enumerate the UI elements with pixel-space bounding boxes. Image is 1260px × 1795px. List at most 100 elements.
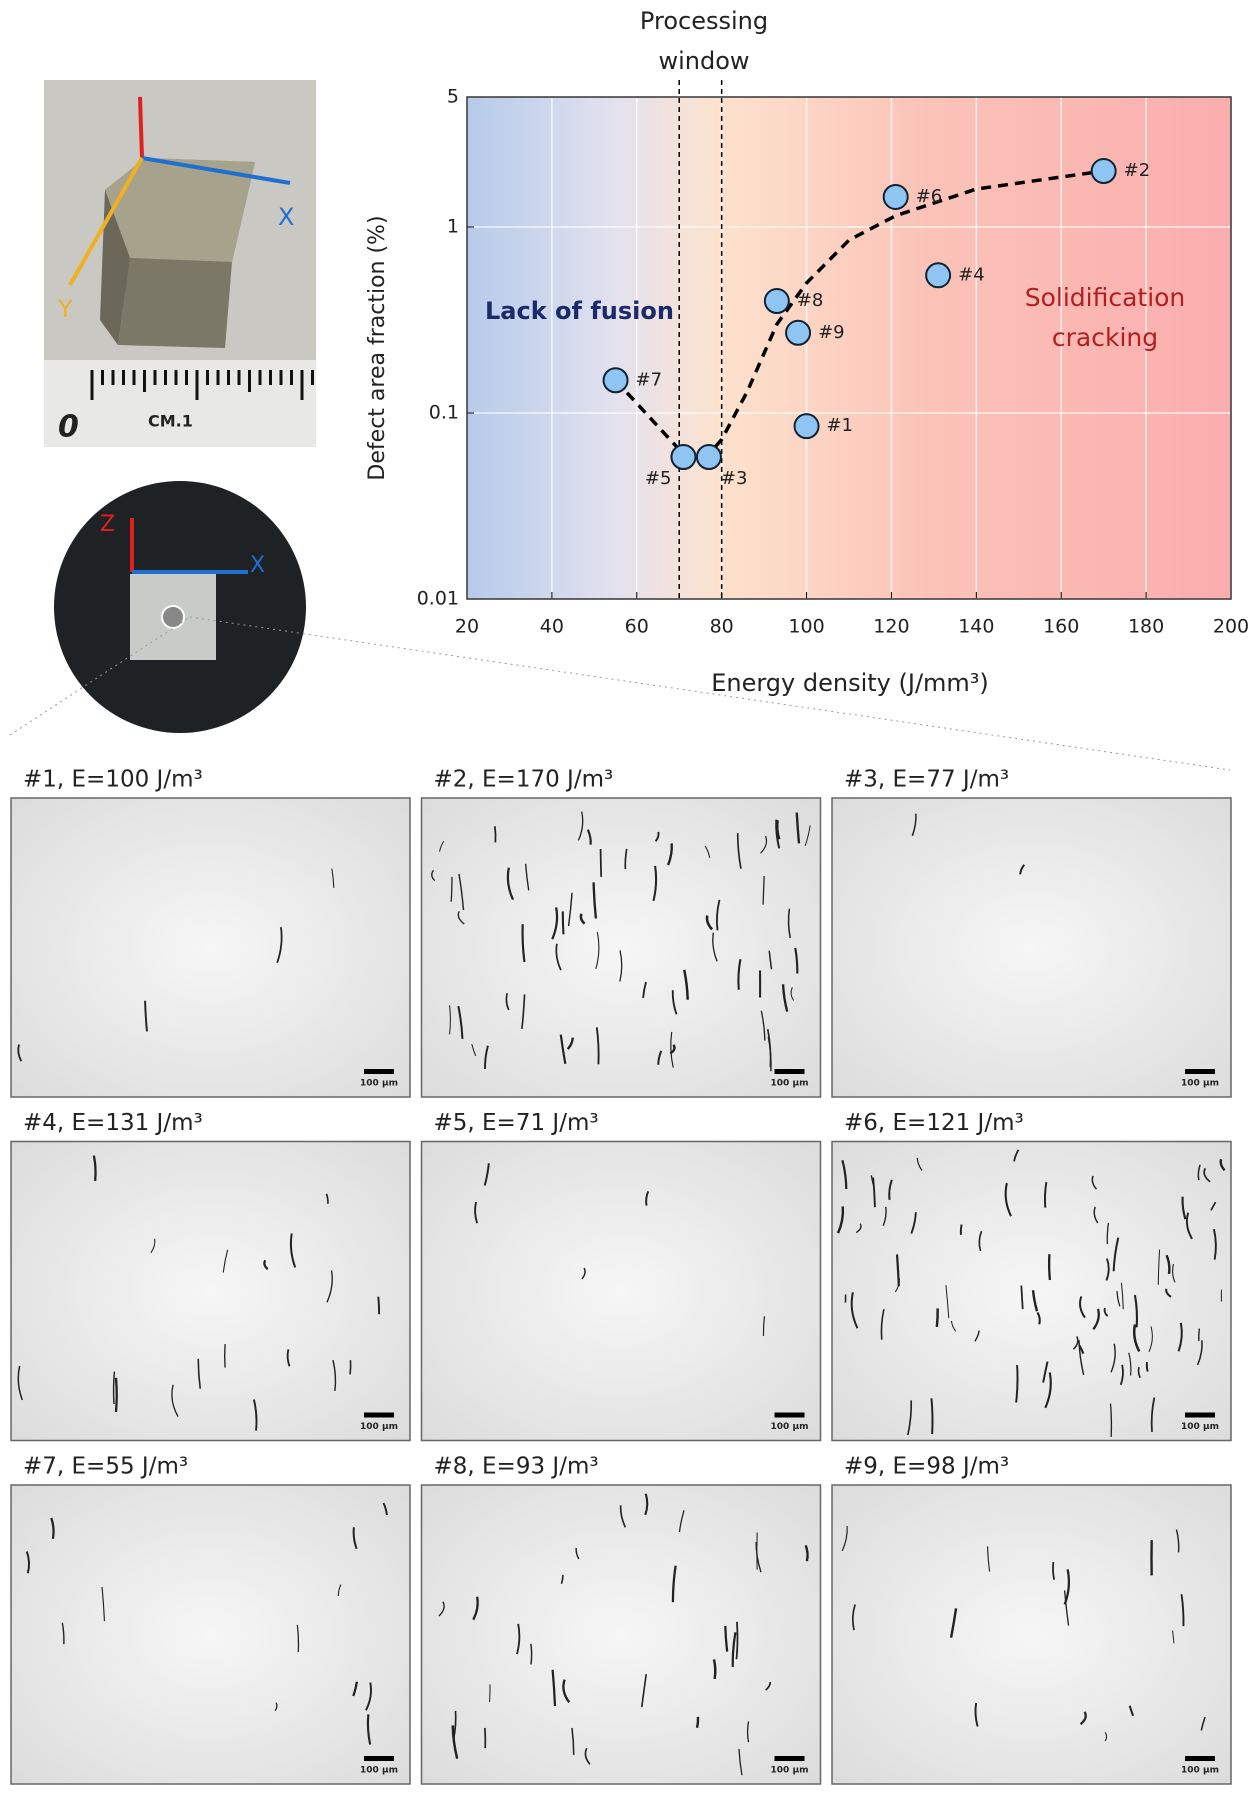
crack	[331, 868, 335, 888]
crack	[1165, 1288, 1172, 1298]
crack	[1175, 1529, 1180, 1553]
crack	[382, 1502, 388, 1516]
crack	[950, 1320, 957, 1332]
crack	[1110, 1343, 1116, 1373]
crack	[1165, 1254, 1171, 1275]
crack	[571, 1727, 575, 1755]
axis-letter: Y	[57, 295, 73, 323]
point-label: #6	[916, 186, 943, 207]
crack	[1137, 1366, 1141, 1379]
crack	[1013, 1149, 1020, 1162]
panel-title: #6, E=121 J/m³	[844, 1110, 1024, 1136]
crack	[1145, 1361, 1149, 1372]
crack	[595, 932, 600, 970]
crack	[472, 1596, 479, 1621]
crack	[471, 1043, 477, 1057]
crack	[524, 863, 530, 891]
scale-bar-label: 100 μm	[771, 1079, 809, 1089]
crack	[252, 1399, 258, 1431]
crack	[1196, 1340, 1203, 1366]
scale-bar	[1185, 1412, 1215, 1418]
scale-bar-label: 100 μm	[1181, 1079, 1219, 1089]
y-tick-label: 5	[447, 86, 459, 108]
crack	[1019, 864, 1025, 875]
point-label: #9	[818, 322, 845, 343]
point	[670, 444, 697, 471]
crack	[735, 1621, 739, 1660]
chart: Processing window Energy density (J/mm³)…	[365, 7, 1249, 697]
crack	[450, 876, 453, 902]
crack	[768, 950, 773, 970]
crack	[841, 1526, 848, 1552]
x-tick-label: 80	[710, 616, 734, 638]
crack	[1132, 1324, 1141, 1353]
crack	[746, 1721, 750, 1743]
crack	[1177, 1322, 1183, 1352]
crack	[640, 1674, 648, 1708]
scale-bar	[364, 1756, 394, 1761]
crack	[1020, 1285, 1024, 1310]
x-tick-label: 140	[958, 616, 994, 638]
crack	[1181, 1196, 1187, 1220]
scale-bar-label: 100 μm	[360, 1079, 398, 1089]
crack	[1119, 1364, 1124, 1386]
crack	[521, 924, 526, 963]
x-tick-label: 160	[1043, 616, 1079, 638]
crack	[555, 943, 562, 971]
crack	[575, 1547, 580, 1560]
crack	[959, 1224, 963, 1235]
scale-bar-label: 100 μm	[771, 1766, 809, 1776]
micrograph	[420, 797, 822, 1098]
point	[695, 444, 722, 471]
panel-title: #1, E=100 J/m³	[23, 767, 203, 793]
crack	[474, 1201, 479, 1224]
crack	[1105, 1258, 1110, 1281]
micrograph	[10, 1484, 411, 1785]
crack	[1103, 1307, 1109, 1317]
point-label: #1	[827, 415, 854, 436]
crack	[1104, 1732, 1108, 1742]
crack	[712, 1659, 717, 1680]
panel-title: #9, E=98 J/m³	[844, 1454, 1009, 1480]
crack	[112, 1371, 116, 1405]
scale-bar-label: 100 μm	[771, 1422, 809, 1432]
crack	[657, 1050, 663, 1065]
panel-title: #7, E=55 J/m³	[23, 1454, 188, 1480]
crack	[1128, 1352, 1132, 1376]
crack	[911, 813, 917, 837]
crack	[25, 1551, 30, 1574]
x-axis-label: Energy density (J/mm³)	[711, 669, 989, 697]
crack	[775, 819, 781, 849]
point	[882, 183, 909, 210]
crack	[1078, 1344, 1085, 1355]
crack	[654, 831, 660, 842]
cube-photo: X Y 0 CM.1	[44, 80, 316, 447]
ruler	[90, 370, 314, 400]
crack	[841, 1159, 848, 1189]
crack	[150, 1238, 156, 1254]
scale-bar-label: 100 μm	[360, 1422, 398, 1432]
crack	[457, 1005, 464, 1039]
annotation: Lack of fusion	[485, 297, 674, 325]
crack	[704, 845, 711, 858]
point-label: #7	[636, 369, 663, 390]
x-tick-label: 60	[625, 616, 649, 638]
scale-bar	[1185, 1756, 1215, 1761]
crack	[671, 990, 678, 1015]
crack	[352, 1681, 359, 1697]
x-tick-label: 120	[873, 616, 909, 638]
crack	[1148, 1326, 1153, 1353]
crack	[337, 1584, 342, 1596]
crack	[595, 1027, 600, 1065]
micrographs: #1, E=100 J/m³ 100 μm #2, E=170 J/m³ 100 μm…	[10, 767, 1232, 1785]
crack	[1116, 1291, 1121, 1307]
crack	[1091, 1175, 1098, 1190]
crack	[949, 1608, 958, 1638]
crack	[521, 994, 526, 1030]
crack	[724, 1625, 729, 1652]
crack	[872, 1177, 876, 1208]
crack	[1052, 1561, 1056, 1580]
crack	[1079, 1711, 1087, 1725]
crack	[619, 1505, 627, 1528]
crack	[1063, 1590, 1070, 1626]
